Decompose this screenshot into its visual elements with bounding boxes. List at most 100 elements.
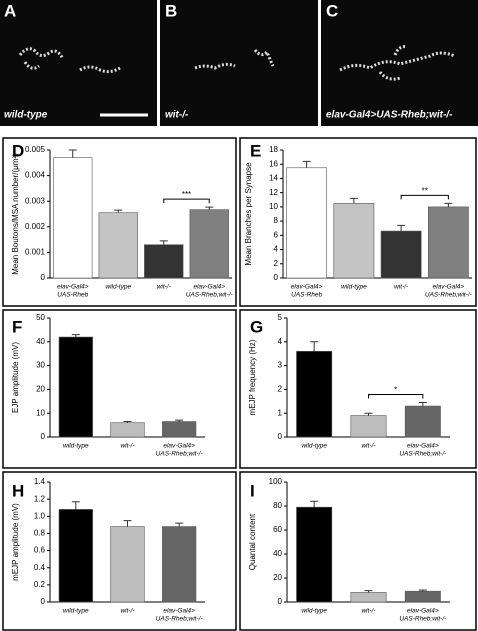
- y-axis-label: Mean Branches per Synapse: [244, 162, 253, 266]
- x-tick-label: wild-type: [63, 608, 89, 615]
- y-tick-label: 1: [278, 408, 283, 417]
- y-tick-label: 14: [269, 174, 278, 183]
- error-bar: [71, 501, 80, 510]
- y-tick-label: 20: [36, 385, 45, 394]
- synapse: [339, 45, 456, 81]
- bar: [58, 509, 93, 603]
- y-tick-label: 0: [41, 597, 46, 606]
- error-bar: [397, 224, 406, 232]
- x-tick-label: UAS-Rheb: [291, 292, 322, 299]
- x-tick-label: wit-/-: [361, 608, 376, 615]
- error-bar: [364, 412, 373, 416]
- y-tick-label: 80: [273, 501, 282, 510]
- bar: [110, 526, 145, 603]
- bar: [189, 209, 229, 279]
- error-bar: [364, 590, 373, 593]
- error-bar: [310, 341, 319, 352]
- y-tick-label: 16: [269, 159, 278, 168]
- significance-label: **: [422, 186, 428, 195]
- y-tick-label: 0.005: [25, 145, 46, 154]
- x-tick-label: wit-/-: [120, 443, 135, 450]
- bar: [286, 167, 328, 279]
- y-tick-label: 8: [274, 216, 279, 225]
- synapse: [194, 49, 275, 70]
- error-bar: [310, 500, 319, 508]
- y-tick-label: 2: [278, 385, 283, 394]
- panel-letter: D: [12, 141, 24, 160]
- panel-letter: F: [12, 317, 22, 336]
- y-tick-label: 6: [274, 230, 279, 239]
- panel-letter: G: [250, 317, 263, 336]
- x-tick-label: wild-type: [63, 443, 89, 450]
- error-bar: [123, 520, 132, 527]
- x-tick-label: elav-Gal4>: [193, 284, 225, 291]
- panel-letter: I: [250, 481, 255, 500]
- y-tick-label: 10: [269, 202, 278, 211]
- bar: [380, 230, 422, 279]
- x-tick-label: wild-type: [105, 284, 131, 291]
- error-bar: [349, 197, 358, 204]
- y-tick-label: 0: [274, 273, 279, 282]
- bar: [296, 351, 333, 438]
- y-tick-label: 0.004: [25, 171, 46, 180]
- image-caption: elav-Gal4>UAS-Rheb;wit-/-: [326, 110, 453, 121]
- x-tick-label: UAS-Rheb;wit-/-: [399, 616, 447, 623]
- error-bar: [205, 206, 214, 210]
- x-tick-label: wit-/-: [394, 284, 409, 291]
- panel-frame: [239, 471, 477, 631]
- x-tick-label: elav-Gal4>: [163, 608, 195, 615]
- x-tick-label: elav-Gal4>: [163, 443, 195, 450]
- image-a: [0, 0, 157, 126]
- y-tick-label: 0.6: [34, 546, 46, 555]
- panel-frame: [2, 137, 237, 307]
- error-bar: [71, 334, 80, 338]
- y-tick-label: 0: [278, 432, 283, 441]
- x-tick-label: elav-Gal4>: [291, 284, 323, 291]
- micrographs: A B C wild-type wit-/- elav-Gal4>UAS-Rhe…: [0, 0, 478, 126]
- significance-bracket: [163, 198, 210, 204]
- panel-letter: B: [165, 1, 177, 20]
- y-tick-label: 0.002: [25, 222, 46, 231]
- bar: [404, 405, 441, 438]
- error-bar: [68, 149, 77, 158]
- y-tick-label: 10: [36, 408, 45, 417]
- panel-frame: [2, 471, 237, 631]
- image-caption: wild-type: [4, 110, 48, 121]
- x-tick-label: UAS-Rheb;wit-/-: [186, 292, 234, 299]
- significance-label: ***: [182, 190, 191, 199]
- image-caption: wit-/-: [165, 110, 189, 121]
- error-bar: [159, 240, 168, 245]
- panel-letter: C: [326, 1, 338, 20]
- y-tick-label: 0.003: [25, 196, 46, 205]
- panel-letter: H: [12, 481, 24, 500]
- error-bar: [444, 202, 453, 207]
- y-tick-label: 1.4: [34, 477, 46, 486]
- y-axis-label: mEJP frequency (Hz): [248, 339, 257, 415]
- y-tick-label: 18: [269, 145, 278, 154]
- error-bar: [418, 589, 427, 592]
- error-bar: [123, 421, 132, 423]
- x-tick-label: UAS-Rheb;wit-/-: [156, 616, 204, 623]
- x-tick-label: elav-Gal4>: [407, 608, 439, 615]
- x-tick-label: wild-type: [301, 608, 327, 615]
- y-axis-label: EJP amplitude (mV): [11, 342, 20, 413]
- y-tick-label: 12: [269, 188, 278, 197]
- y-tick-label: 2: [274, 259, 279, 268]
- y-axis-label: Mean Boutons/MSA number/(μm²): [11, 153, 20, 275]
- y-tick-label: 0: [41, 273, 46, 282]
- panel-frame: [239, 309, 477, 469]
- bar: [162, 526, 197, 603]
- y-tick-label: 60: [273, 525, 282, 534]
- x-tick-label: elav-Gal4>: [57, 284, 89, 291]
- error-bar: [175, 419, 184, 422]
- bar: [110, 422, 145, 438]
- y-tick-label: 1.0: [34, 511, 46, 520]
- bar: [53, 157, 93, 279]
- significance-bracket: [400, 194, 449, 200]
- y-tick-label: 0.001: [25, 248, 46, 257]
- error-bar: [114, 209, 123, 213]
- error-bar: [418, 401, 427, 407]
- image-b: [160, 0, 318, 126]
- x-tick-label: UAS-Rheb;wit-/-: [425, 292, 473, 299]
- bar: [296, 506, 333, 603]
